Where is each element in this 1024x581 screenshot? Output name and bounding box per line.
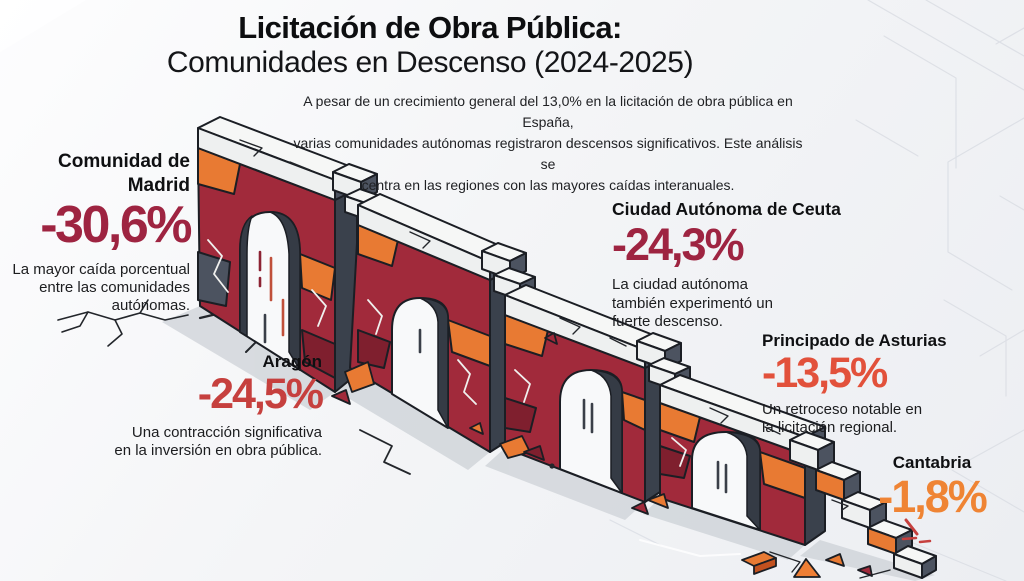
region-description: La ciudad autónoma también experimentó u… [612, 276, 773, 330]
region-value: -1,8% [878, 471, 988, 523]
region-description: La mayor caída porcentual entre las comu… [12, 260, 190, 315]
wall-shadows [162, 306, 935, 581]
region-callout-asturias: Principado de Asturias -13,5% Un retroce… [762, 330, 987, 437]
wall-segment-2 [349, 193, 513, 453]
wall-segment-4 [659, 374, 826, 546]
wall-segment-5-steps [789, 431, 937, 579]
region-name: Principado de Asturias [762, 331, 947, 350]
subtitle-line: varias comunidades autónomas registraron… [293, 135, 803, 172]
subtitle-line: centra en las regiones con las mayores c… [361, 177, 735, 193]
region-value: -13,5% [762, 349, 888, 398]
region-name: Aragón [262, 352, 323, 371]
region-value: -30,6% [40, 195, 192, 254]
subtitle: A pesar de un crecimiento general del 13… [288, 91, 808, 196]
region-value: -24,5% [197, 370, 324, 419]
header: Licitación de Obra Pública: Comunidades … [30, 10, 830, 79]
debris [331, 332, 873, 578]
background-pattern [609, 0, 1024, 581]
red-crack-accents [901, 518, 932, 544]
region-description: Un retroceso notable en la licitación re… [762, 401, 923, 437]
page-title-line2: Comunidades en Descenso (2024-2025) [166, 45, 694, 79]
page-title-line1: Licitación de Obra Pública: [238, 10, 622, 45]
region-callout-madrid: Comunidad de Madrid -30,6% La mayor caíd… [6, 150, 192, 315]
region-value: -24,3% [612, 218, 745, 270]
region-name: Cantabria [892, 453, 972, 472]
region-callout-aragon: Aragón -24,5% Una contracción significat… [92, 351, 324, 459]
region-callout-ceuta: Ciudad Autónoma de Ceuta -24,3% La ciuda… [612, 199, 852, 331]
region-description: Una contracción significativa en la inve… [114, 423, 322, 459]
region-name: Ciudad Autónoma de Ceuta [612, 199, 841, 219]
region-callout-cantabria: Cantabria -1,8% [856, 452, 1008, 521]
region-name: Comunidad de Madrid [58, 151, 190, 196]
wall-segment-1 [197, 116, 358, 393]
corner-highlight [0, 0, 86, 52]
subtitle-line: A pesar de un crecimiento general del 13… [303, 93, 793, 130]
